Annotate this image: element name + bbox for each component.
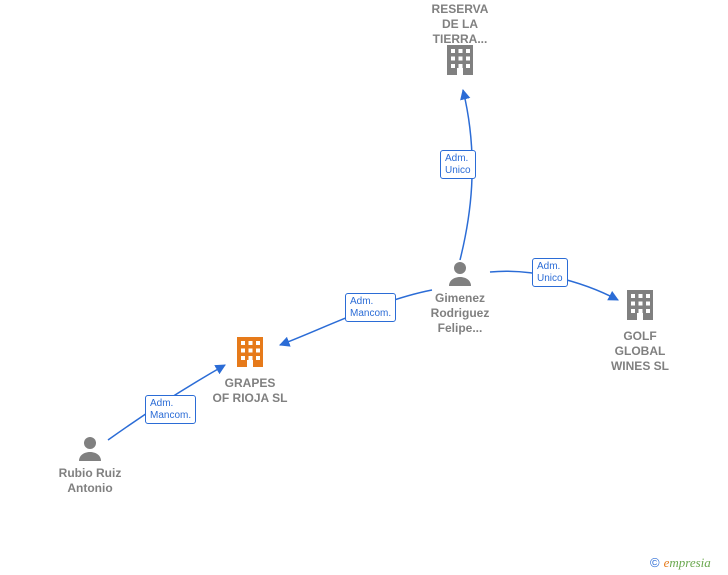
node-golf-building-icon[interactable] (627, 290, 653, 320)
watermark-rest: mpresia (669, 555, 710, 570)
node-label-rubio[interactable]: Rubio Ruiz Antonio (45, 466, 135, 496)
node-gimenez-person-icon[interactable] (449, 262, 471, 286)
copyright-symbol: © (650, 555, 660, 570)
node-label-gimenez[interactable]: Gimenez Rodriguez Felipe... (415, 291, 505, 336)
edge-label-rubio-grapes: Adm. Mancom. (145, 395, 196, 424)
node-label-grapes[interactable]: GRAPES OF RIOJA SL (195, 376, 305, 406)
node-reserva-building-icon[interactable] (447, 45, 473, 75)
edge-label-gimenez-grapes: Adm. Mancom. (345, 293, 396, 322)
node-label-reserva[interactable]: RESERVA DE LA TIERRA... (415, 2, 505, 47)
watermark: ©empresia (650, 555, 711, 571)
node-rubio-person-icon[interactable] (79, 437, 101, 461)
edge-label-gimenez-reserva: Adm. Unico (440, 150, 476, 179)
edge-label-gimenez-golf: Adm. Unico (532, 258, 568, 287)
node-label-golf[interactable]: GOLF GLOBAL WINES SL (595, 329, 685, 374)
node-grapes-building-icon[interactable] (237, 337, 263, 367)
